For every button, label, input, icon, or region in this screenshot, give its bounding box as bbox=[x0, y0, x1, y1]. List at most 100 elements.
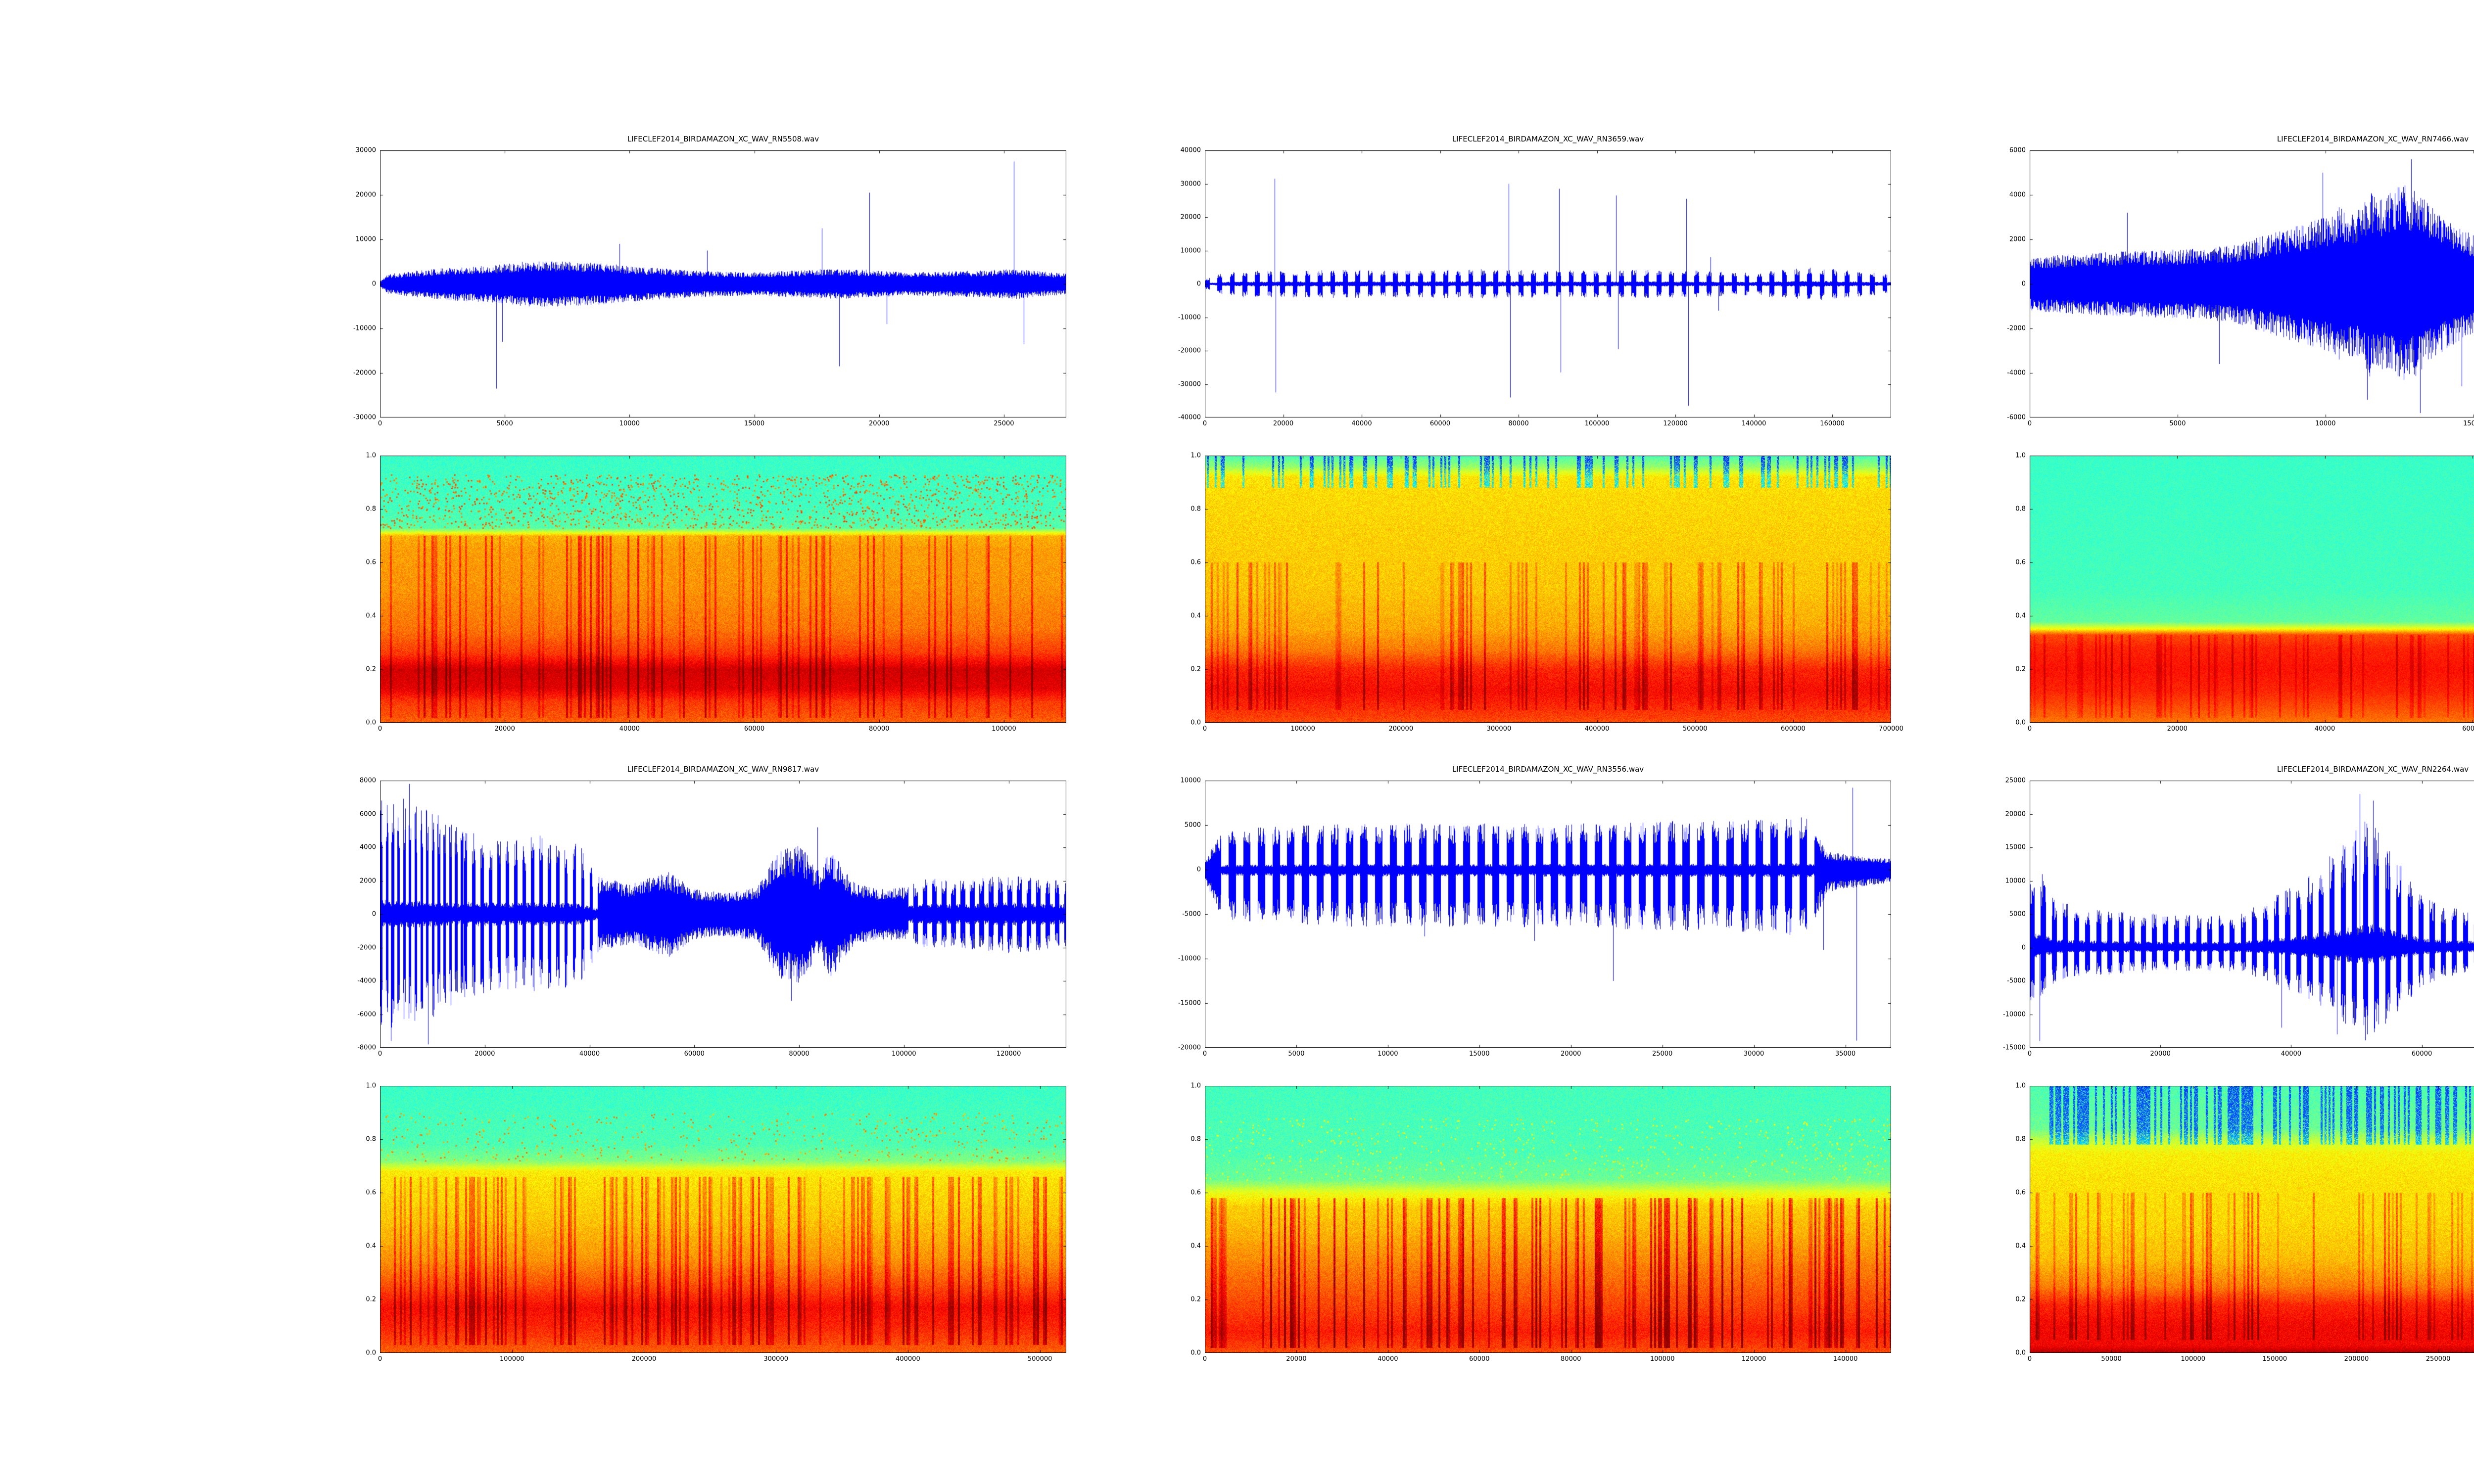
x-tick-label: 80000 bbox=[1508, 420, 1529, 427]
y-tick-label: 0.6 bbox=[2015, 1189, 2026, 1197]
x-tick-label: 400000 bbox=[896, 1355, 920, 1363]
y-tick-label: -6000 bbox=[357, 1011, 376, 1018]
x-tick-label: 160000 bbox=[1820, 420, 1845, 427]
spectrogram-RN5508-canvas bbox=[380, 456, 1066, 723]
x-tick-label: 100000 bbox=[1650, 1355, 1675, 1363]
y-tick-label: 6000 bbox=[2009, 146, 2026, 154]
y-tick-label: -6000 bbox=[2007, 414, 2026, 421]
y-tick-label: 0.8 bbox=[2015, 505, 2026, 513]
x-tick-label: 400000 bbox=[1584, 725, 1610, 733]
y-tick-label: 15000 bbox=[2005, 843, 2026, 851]
y-tick-label: 0.0 bbox=[366, 1349, 376, 1357]
subplot-spectrogram-RN2264: 0.0 0.2 0.4 0.6 0.8 1.0 0 50000 100000 150000 2000… bbox=[2015, 1083, 2474, 1371]
x-tick-label: 300000 bbox=[1486, 725, 1512, 733]
x-tick-label: 0 bbox=[378, 420, 382, 427]
x-tick-label: 35000 bbox=[1835, 1050, 1856, 1058]
x-tick-label: 60000 bbox=[1429, 420, 1451, 427]
subplot-spectrogram-RN3556: 0.0 0.2 0.4 0.6 0.8 1.0 0 20000 40000 60000 80000 1… bbox=[1190, 1083, 1891, 1371]
spectrogram-RN3659-canvas bbox=[1205, 456, 1891, 723]
y-tick-label: 0.4 bbox=[1190, 612, 1201, 620]
y-tick-label: -5000 bbox=[1182, 910, 1201, 918]
waveform-RN5508-canvas bbox=[380, 150, 1066, 417]
plot-title: LIFECLEF2014_BIRDAMAZON_XC_WAV_RN5508.wa… bbox=[627, 135, 819, 143]
y-tick-label: 10000 bbox=[2005, 877, 2026, 884]
waveform-RN3556-canvas bbox=[1205, 781, 1891, 1048]
waveform-RN3659-canvas bbox=[1205, 150, 1891, 417]
y-tick-label: 10000 bbox=[1180, 777, 1201, 785]
x-tick-label: 10000 bbox=[2315, 420, 2336, 427]
y-tick-label: 0.6 bbox=[1190, 558, 1201, 566]
x-tick-label: 600000 bbox=[1781, 725, 1806, 733]
x-tick-label: 60000 bbox=[684, 1050, 705, 1058]
x-tick-label: 250000 bbox=[2426, 1355, 2451, 1363]
y-tick-label: -15000 bbox=[1178, 999, 1201, 1007]
x-tick-label: 25000 bbox=[994, 420, 1014, 427]
subplot-waveform-RN3556: LIFECLEF2014_BIRDAMAZON_XC_WAV_RN3556.wa… bbox=[1178, 761, 1891, 1066]
y-tick-label: 0.2 bbox=[2015, 1296, 2026, 1303]
x-tick-label: 200000 bbox=[2344, 1355, 2369, 1363]
y-tick-label: 0.2 bbox=[1190, 665, 1201, 673]
x-tick-label: 20000 bbox=[494, 725, 515, 733]
y-tick-label: 0.8 bbox=[1190, 1135, 1201, 1143]
y-tick-label: -4000 bbox=[357, 977, 376, 985]
x-tick-label: 10000 bbox=[619, 420, 640, 427]
y-tick-label: 0.0 bbox=[1190, 1349, 1201, 1357]
plot-area: -20000 -15000 -10000 -5000 0 5000 10000 0 5000 10… bbox=[1178, 778, 1891, 1057]
plot-title: LIFECLEF2014_BIRDAMAZON_XC_WAV_RN2264.wa… bbox=[2277, 765, 2469, 774]
x-tick-label: 60000 bbox=[2411, 1050, 2432, 1058]
y-tick-label: 0.4 bbox=[366, 1242, 376, 1250]
y-tick-label: 5000 bbox=[1184, 821, 1201, 829]
subplot-waveform-RN7466: LIFECLEF2014_BIRDAMAZON_XC_WAV_RN7466.wa… bbox=[2007, 131, 2474, 436]
subplot-spectrogram-RN3659: 0.0 0.2 0.4 0.6 0.8 1.0 0 100000 200000 300000 400… bbox=[1190, 453, 1903, 741]
plot-title: LIFECLEF2014_BIRDAMAZON_XC_WAV_RN3556.wa… bbox=[1452, 765, 1644, 774]
y-tick-label: 0.0 bbox=[2015, 1349, 2026, 1357]
x-tick-label: 0 bbox=[1202, 1355, 1207, 1363]
x-tick-label: 80000 bbox=[1561, 1355, 1581, 1363]
x-tick-label: 40000 bbox=[1351, 420, 1372, 427]
x-tick-label: 5000 bbox=[496, 420, 513, 427]
x-tick-label: 60000 bbox=[1469, 1355, 1490, 1363]
x-tick-label: 0 bbox=[1202, 725, 1207, 733]
y-tick-label: 0.8 bbox=[366, 505, 376, 513]
y-tick-label: 10000 bbox=[355, 235, 376, 243]
x-tick-label: 700000 bbox=[1879, 725, 1903, 733]
y-tick-label: 0 bbox=[1196, 280, 1201, 288]
x-tick-label: 200000 bbox=[631, 1355, 657, 1363]
x-tick-label: 40000 bbox=[619, 725, 640, 733]
x-tick-label: 80000 bbox=[789, 1050, 809, 1058]
y-tick-label: 20000 bbox=[1180, 213, 1201, 221]
y-tick-label: -2000 bbox=[357, 944, 376, 951]
y-tick-label: 0.4 bbox=[1190, 1242, 1201, 1250]
x-tick-label: 100000 bbox=[891, 1050, 916, 1058]
x-tick-label: 300000 bbox=[763, 1355, 789, 1363]
plot-area: 0.0 0.2 0.4 0.6 0.8 1.0 0 100000 200000 300000 400… bbox=[1190, 453, 1903, 733]
y-tick-label: 0 bbox=[372, 280, 376, 288]
y-tick-label: -10000 bbox=[353, 325, 376, 332]
y-tick-label: 0 bbox=[2021, 944, 2026, 951]
x-tick-label: 0 bbox=[378, 1355, 382, 1363]
figure-grid: LIFECLEF2014_BIRDAMAZON_XC_WAV_RN5508.wa… bbox=[353, 131, 2474, 1371]
y-tick-label: 0.4 bbox=[2015, 612, 2026, 620]
plot-area: -6000 -4000 -2000 0 2000 4000 6000 0 5000 10000 15… bbox=[2007, 147, 2474, 427]
y-tick-label: 1.0 bbox=[2015, 452, 2026, 460]
x-tick-label: 50000 bbox=[2101, 1355, 2122, 1363]
subplot-spectrogram-RN9817: 0.0 0.2 0.4 0.6 0.8 1.0 0 100000 200000 300000 400… bbox=[366, 1083, 1066, 1371]
plot-area: -15000 -10000 -5000 0 5000 10000 15000 20000 250… bbox=[2003, 778, 2474, 1057]
x-tick-label: 40000 bbox=[1378, 1355, 1398, 1363]
plot-area: -30000 -20000 -10000 0 10000 20000 30000 0 5000 1… bbox=[353, 147, 1066, 427]
y-tick-label: 0.2 bbox=[1190, 1296, 1201, 1303]
plot-title: LIFECLEF2014_BIRDAMAZON_XC_WAV_RN3659.wa… bbox=[1452, 135, 1644, 143]
y-tick-label: -30000 bbox=[1178, 380, 1201, 388]
x-tick-label: 15000 bbox=[744, 420, 765, 427]
x-tick-label: 30000 bbox=[1743, 1050, 1764, 1058]
y-tick-label: 1.0 bbox=[2015, 1082, 2026, 1090]
x-tick-label: 100000 bbox=[1290, 725, 1315, 733]
x-tick-label: 5000 bbox=[1288, 1050, 1305, 1058]
y-tick-label: -2000 bbox=[2007, 325, 2026, 332]
y-tick-label: 1.0 bbox=[366, 1082, 376, 1090]
y-tick-label: -10000 bbox=[1178, 955, 1201, 963]
y-tick-label: 5000 bbox=[2009, 910, 2026, 918]
plot-area: 0.0 0.2 0.4 0.6 0.8 1.0 0 20000 40000 60000 80000 1… bbox=[1190, 1083, 1891, 1362]
y-tick-label: 2000 bbox=[359, 877, 376, 884]
